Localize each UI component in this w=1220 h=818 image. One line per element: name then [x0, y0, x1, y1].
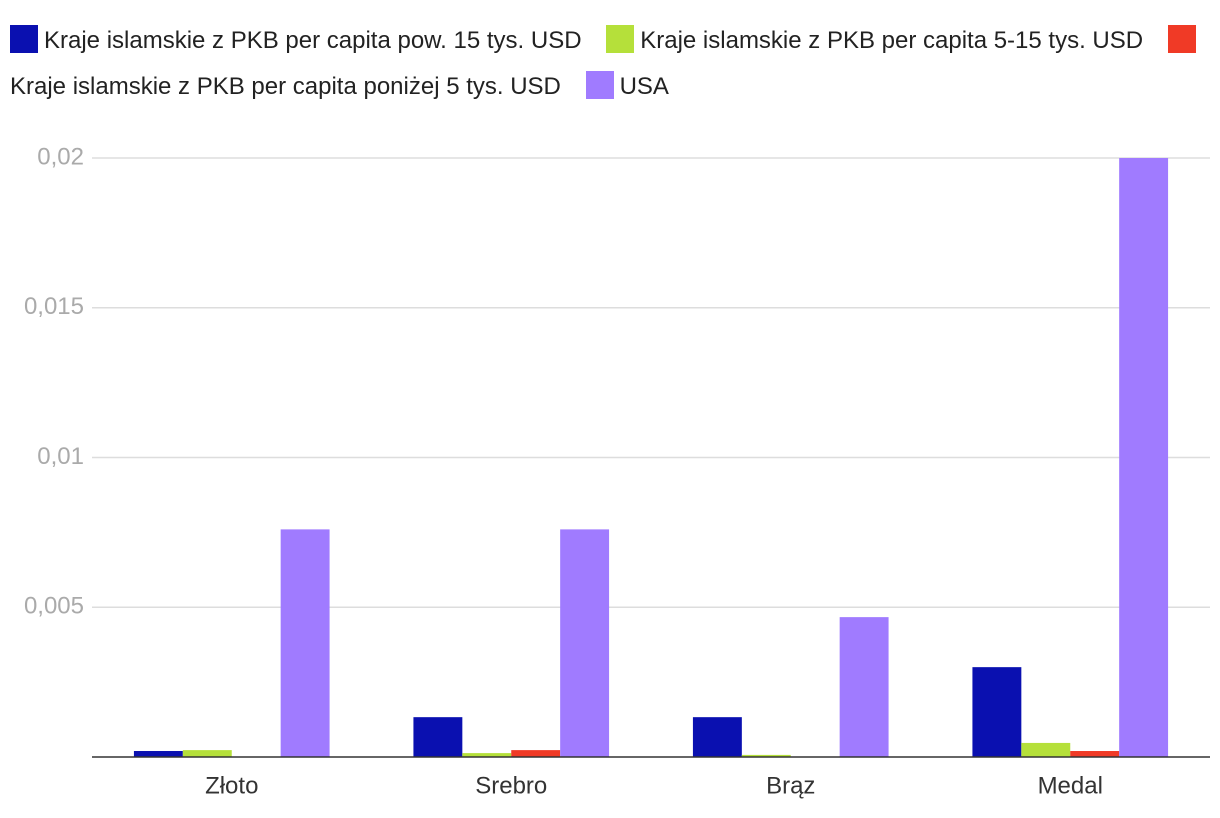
x-tick-label: Złoto — [205, 772, 258, 799]
y-tick-label: 0,02 — [37, 143, 84, 170]
legend-label: Kraje islamskie z PKB per capita poniżej… — [10, 73, 561, 100]
bar — [972, 667, 1022, 757]
bar — [1119, 158, 1169, 757]
bar — [560, 529, 610, 757]
legend: Kraje islamskie z PKB per capita pow. 15… — [10, 18, 1210, 110]
legend-label: Kraje islamskie z PKB per capita 5-15 ty… — [640, 27, 1144, 54]
bar — [280, 529, 330, 757]
legend-item: Kraje islamskie z PKB per capita 5-15 ty… — [606, 25, 1144, 54]
legend-item: USA — [585, 71, 669, 100]
x-tick-label: Srebro — [475, 772, 547, 799]
bar — [1070, 751, 1120, 757]
bar — [133, 751, 183, 757]
y-tick-label: 0,015 — [24, 293, 84, 320]
bar — [1021, 742, 1071, 757]
legend-item: Kraje islamskie z PKB per capita poniżej… — [10, 25, 1202, 100]
legend-label: Kraje islamskie z PKB per capita pow. 15… — [44, 27, 582, 54]
y-tick-label: 0,005 — [24, 593, 84, 620]
legend-item: Kraje islamskie z PKB per capita pow. 15… — [10, 25, 582, 54]
bar — [741, 754, 791, 757]
legend-label: USA — [619, 73, 669, 100]
legend-swatch — [585, 71, 614, 99]
x-tick-label: Brąz — [766, 772, 815, 799]
legend-swatch — [1167, 25, 1196, 53]
x-tick-label: Medal — [1038, 772, 1103, 799]
legend-swatch — [606, 25, 635, 53]
bar — [839, 617, 889, 757]
bar — [462, 753, 512, 757]
bar — [692, 717, 742, 757]
bar — [182, 750, 232, 757]
bar — [413, 717, 463, 757]
bar — [511, 750, 561, 757]
legend-swatch — [10, 25, 38, 53]
y-tick-label: 0,01 — [37, 443, 84, 470]
